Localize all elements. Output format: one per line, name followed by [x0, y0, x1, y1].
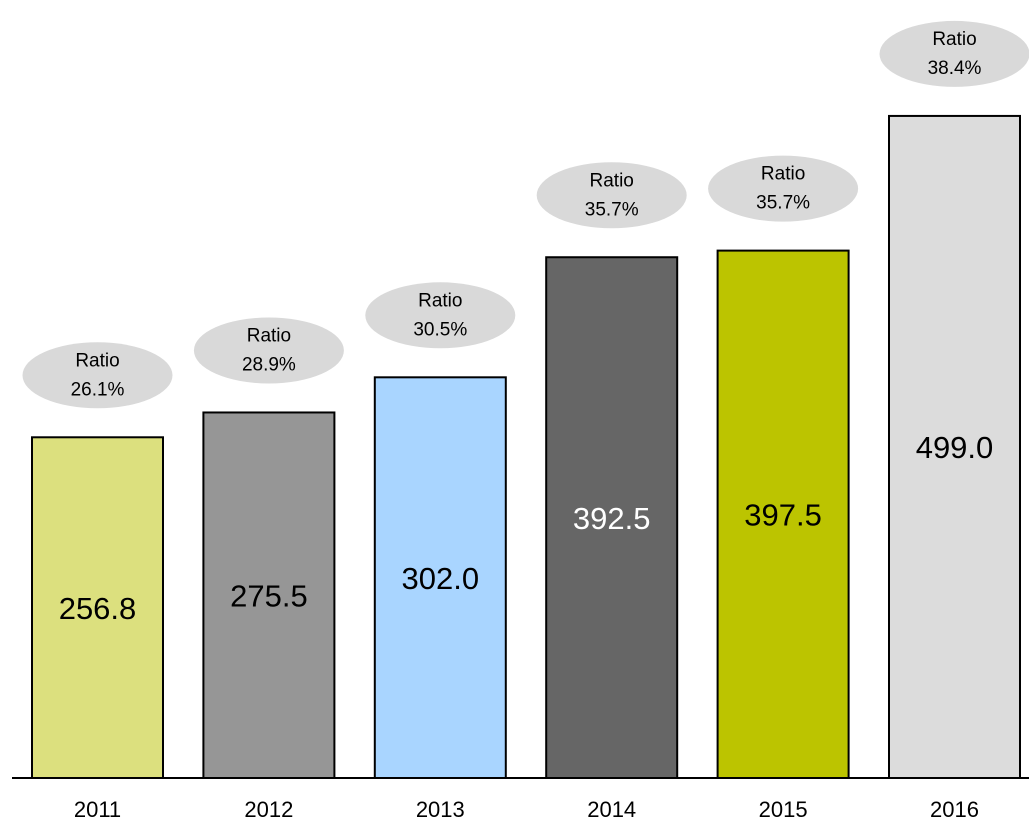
ratio-bubble — [22, 342, 173, 409]
ratio-label: 28.9% — [242, 354, 296, 375]
ratio-label: 38.4% — [928, 58, 982, 79]
ratio-title: Ratio — [932, 29, 976, 50]
x-tick-label: 2013 — [416, 797, 465, 822]
value-label: 256.8 — [59, 591, 137, 626]
ratio-label: 35.7% — [756, 193, 810, 214]
ratio-title: Ratio — [761, 164, 805, 185]
ratio-title: Ratio — [75, 350, 119, 371]
x-tick-label: 2011 — [74, 797, 121, 822]
ratio-bubble — [193, 317, 344, 384]
ratio-title: Ratio — [590, 170, 634, 191]
ratio-bubble — [365, 282, 516, 349]
ratio-bubble — [708, 155, 859, 222]
ratio-title: Ratio — [418, 290, 462, 311]
ratio-label: 35.7% — [585, 199, 639, 220]
bar — [716, 249, 850, 780]
x-tick-label: 2014 — [587, 797, 636, 822]
ratio-bubble — [536, 162, 687, 229]
bar — [373, 376, 507, 779]
value-label: 392.5 — [573, 501, 651, 536]
x-tick-label: 2012 — [244, 797, 293, 822]
ratio-title: Ratio — [247, 325, 291, 346]
ratio-label: 26.1% — [71, 379, 125, 400]
bar — [31, 436, 164, 779]
value-label: 275.5 — [230, 578, 308, 613]
ratio-label: 30.5% — [413, 319, 467, 340]
ratio-bubble — [879, 20, 1029, 87]
x-tick-label: 2016 — [930, 797, 979, 822]
value-label: 499.0 — [916, 430, 994, 465]
x-tick-label: 2015 — [759, 797, 808, 822]
value-label: 302.0 — [402, 561, 480, 596]
value-label: 397.5 — [744, 497, 822, 532]
bar — [545, 256, 679, 779]
bar — [888, 114, 1021, 780]
